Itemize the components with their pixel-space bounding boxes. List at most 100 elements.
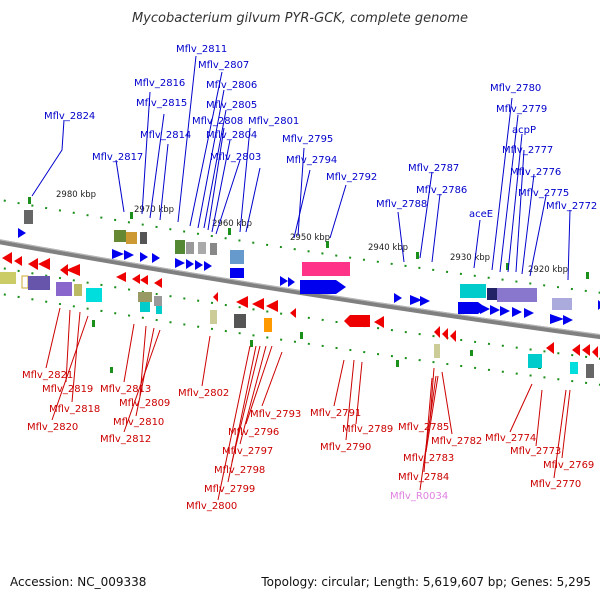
gene-arrow <box>420 296 430 306</box>
tick-label: 2930 kbp <box>450 253 490 263</box>
gene-label[interactable]: Mflv_2786 <box>416 185 467 196</box>
gene-label[interactable]: Mflv_2811 <box>176 44 227 55</box>
gene-label[interactable]: acpP <box>512 125 536 136</box>
gene-label[interactable]: Mflv_2824 <box>44 111 95 122</box>
gene-arrow <box>434 326 440 338</box>
plus-strand-labels: Mflv_2811 Mflv_2807 Mflv_2816 Mflv_2806 … <box>44 44 597 220</box>
gene-label[interactable]: Mflv_2819 <box>42 384 93 395</box>
tick-label: 2960 kbp <box>212 219 252 229</box>
gene-box <box>497 288 537 302</box>
gene-label[interactable]: Mflv_2776 <box>510 167 561 178</box>
gene-arrow <box>300 280 346 294</box>
gene-box <box>24 210 33 224</box>
gene-label[interactable]: Mflv_2792 <box>326 172 377 183</box>
gene-label[interactable]: Mflv_2820 <box>27 422 78 433</box>
gene-label[interactable]: Mflv_2774 <box>485 433 536 444</box>
gene-arrow <box>152 253 160 263</box>
gene-label[interactable]: Mflv_2803 <box>210 152 261 163</box>
gene-label[interactable]: Mflv_2790 <box>320 442 371 453</box>
gene-arrow <box>290 308 296 318</box>
gene-arrow <box>14 256 22 266</box>
gene-arrow <box>124 250 134 260</box>
gene-arrow <box>236 296 248 308</box>
gene-box <box>434 344 440 358</box>
gene-arrow <box>410 295 422 305</box>
gene-label[interactable]: Mflv_2789 <box>342 424 393 435</box>
gene-label[interactable]: Mflv_2777 <box>502 145 553 156</box>
gene-arrow <box>546 342 554 354</box>
plus-leader-lines <box>31 55 571 281</box>
gene-label[interactable]: Mflv_2791 <box>310 408 361 419</box>
gene-arrow <box>572 344 580 356</box>
gene-label[interactable]: Mflv_2798 <box>214 465 265 476</box>
gene-box <box>586 364 594 378</box>
gene-box <box>56 282 72 296</box>
gene-box <box>21 275 29 289</box>
gene-arrow <box>204 261 212 271</box>
gene-label[interactable]: Mflv_2821 <box>22 370 73 381</box>
gene-label[interactable]: Mflv_2797 <box>222 446 273 457</box>
gene-label[interactable]: Mflv_2813 <box>100 384 151 395</box>
tick-label: 2950 kbp <box>290 233 330 243</box>
gene-label[interactable]: Mflv_2794 <box>286 155 337 166</box>
gene-label[interactable]: Mflv_2779 <box>496 104 547 115</box>
gene-label[interactable]: Mflv_2817 <box>92 152 143 163</box>
gene-label[interactable]: Mflv_2793 <box>250 409 301 420</box>
gene-label[interactable]: Mflv_2799 <box>204 484 255 495</box>
gene-label[interactable]: Mflv_2796 <box>228 427 279 438</box>
gene-label[interactable]: Mflv_2773 <box>510 446 561 457</box>
gene-arrow <box>112 249 124 259</box>
gene-label[interactable]: Mflv_2809 <box>119 398 170 409</box>
gene-arrow <box>288 277 295 287</box>
gene-label[interactable]: Mflv_2772 <box>546 201 597 212</box>
gene-label[interactable]: Mflv_2804 <box>206 130 257 141</box>
gene-arrow <box>2 252 12 264</box>
gene-label[interactable]: Mflv_2770 <box>530 479 581 490</box>
tick-label: 2970 kbp <box>134 205 174 215</box>
gene-box <box>138 292 152 302</box>
gene-label[interactable]: Mflv_2816 <box>134 78 185 89</box>
gene-label[interactable]: Mflv_2806 <box>206 80 257 91</box>
gene-label[interactable]: Mflv_2787 <box>408 163 459 174</box>
gene-arrow <box>563 315 573 325</box>
gene-label[interactable]: Mflv_2814 <box>140 130 191 141</box>
gene-label[interactable]: Mflv_2818 <box>49 404 100 415</box>
gene-label[interactable]: Mflv_2785 <box>398 422 449 433</box>
gene-box <box>528 354 542 368</box>
gene-label[interactable]: Mflv_2780 <box>490 83 541 94</box>
gene-label[interactable]: Mflv_2775 <box>518 188 569 199</box>
gene-box <box>487 288 497 300</box>
gene-label[interactable]: Mflv_2802 <box>178 388 229 399</box>
gene-label[interactable]: Mflv_2795 <box>282 134 333 145</box>
minus-strand-genes <box>0 252 598 378</box>
gene-label[interactable]: Mflv_2815 <box>136 98 187 109</box>
gene-label[interactable]: Mflv_2784 <box>398 472 449 483</box>
gene-arrow <box>450 330 456 342</box>
gene-arrow <box>60 264 68 276</box>
minus-leader-lines <box>45 307 571 501</box>
minus-strand-labels: Mflv_2821 Mflv_2819 Mflv_2818 Mflv_2820 … <box>22 370 594 512</box>
gene-box <box>302 262 350 276</box>
gene-label[interactable]: Mflv_R0034 <box>390 491 448 502</box>
gene-arrow <box>186 259 194 269</box>
gene-box <box>186 242 194 254</box>
gene-label[interactable]: Mflv_2801 <box>248 116 299 127</box>
gene-arrow <box>116 272 126 282</box>
gene-label[interactable]: Mflv_2805 <box>206 100 257 111</box>
gene-box <box>140 232 147 244</box>
gene-label[interactable]: Mflv_2810 <box>113 417 164 428</box>
gene-arrow <box>500 306 510 316</box>
gene-label[interactable]: Mflv_2807 <box>198 60 249 71</box>
gene-label[interactable]: Mflv_2783 <box>403 453 454 464</box>
gene-box <box>156 306 162 314</box>
gene-label[interactable]: aceE <box>469 209 493 220</box>
gene-label[interactable]: Mflv_2808 <box>192 116 243 127</box>
gene-label[interactable]: Mflv_2782 <box>431 436 482 447</box>
gene-label[interactable]: Mflv_2800 <box>186 501 237 512</box>
gene-label[interactable]: Mflv_2769 <box>543 460 594 471</box>
gene-arrow <box>524 308 534 318</box>
gene-label[interactable]: Mflv_2788 <box>376 199 427 210</box>
gene-arrow <box>374 316 384 328</box>
gene-label[interactable]: Mflv_2812 <box>100 434 151 445</box>
gene-box <box>210 310 217 324</box>
